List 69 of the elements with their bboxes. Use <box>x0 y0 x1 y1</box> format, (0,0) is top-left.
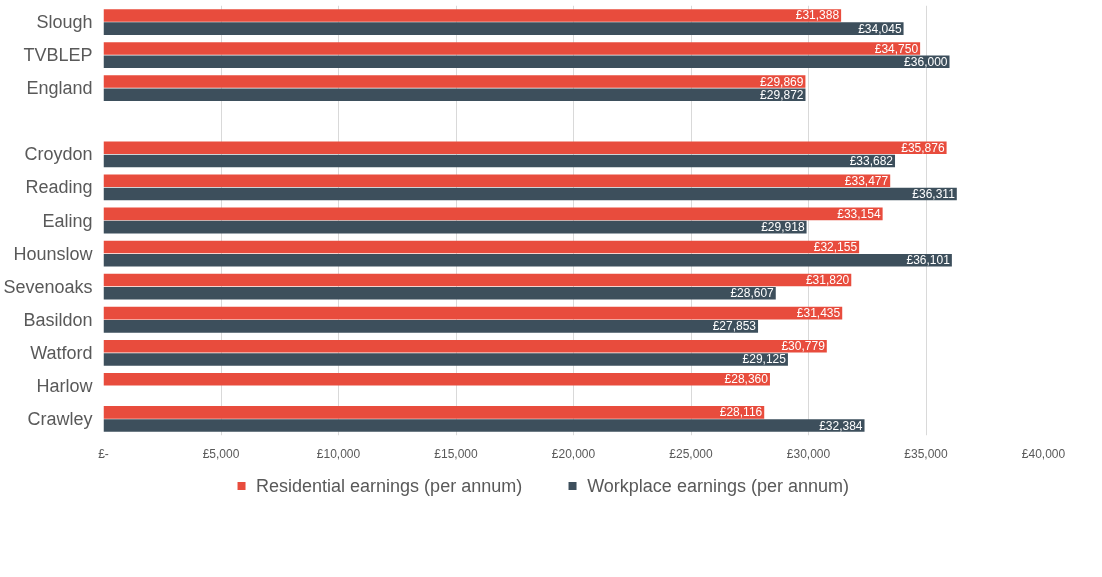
y-tick-label: Basildon <box>23 309 93 330</box>
data-label: £31,435 <box>796 306 841 321</box>
x-tick-label: £- <box>98 446 109 461</box>
legend-label: Residential earnings (per annum) <box>256 475 523 496</box>
y-tick-label: Reading <box>25 177 93 198</box>
bar <box>103 320 759 333</box>
y-tick-label: Croydon <box>24 144 93 165</box>
bar <box>103 141 947 155</box>
data-label: £29,869 <box>760 74 804 89</box>
bar <box>103 419 865 432</box>
y-tick-label: TVBLEP <box>23 45 93 66</box>
x-tick-label: £15,000 <box>434 446 479 461</box>
data-label: £35,876 <box>901 140 945 155</box>
data-label: £32,384 <box>819 418 863 433</box>
y-tick-label: Watford <box>30 342 93 363</box>
bar <box>103 42 921 55</box>
y-tick-label: Crawley <box>27 408 93 429</box>
y-tick-label: Hounslow <box>13 243 94 264</box>
y-tick-label: Ealing <box>42 210 93 231</box>
bar <box>103 9 842 22</box>
data-label: £29,872 <box>760 87 804 102</box>
data-label: £29,125 <box>742 352 787 367</box>
y-tick-label: England <box>26 78 93 99</box>
y-tick-label: Slough <box>36 12 93 33</box>
bar <box>103 154 896 168</box>
data-label: £28,360 <box>724 372 769 387</box>
x-tick-label: £35,000 <box>904 446 949 461</box>
bar <box>103 207 883 221</box>
bar <box>103 286 776 300</box>
bar <box>103 174 891 188</box>
bar <box>103 339 827 353</box>
data-label: £36,000 <box>904 54 948 69</box>
data-label: £27,853 <box>712 319 757 334</box>
data-label: £31,388 <box>795 8 840 23</box>
x-tick-label: £20,000 <box>551 446 596 461</box>
data-label: £33,154 <box>837 206 881 221</box>
data-label: £33,477 <box>844 173 889 188</box>
x-tick-label: £40,000 <box>1021 446 1066 461</box>
bar <box>103 306 843 320</box>
bar <box>103 187 957 201</box>
x-tick-label: £5,000 <box>202 446 240 461</box>
x-tick-label: £30,000 <box>786 446 831 461</box>
bar <box>103 22 904 35</box>
data-label: £32,155 <box>813 239 858 254</box>
bar <box>103 353 788 366</box>
data-label: £36,101 <box>906 253 951 268</box>
data-label: £29,918 <box>761 220 805 235</box>
bar <box>103 372 770 386</box>
bar <box>103 406 765 419</box>
bar <box>103 220 807 234</box>
data-label: £31,820 <box>805 273 850 288</box>
x-tick-label: £25,000 <box>669 446 714 461</box>
bar <box>103 88 806 102</box>
data-label: £36,311 <box>912 187 956 202</box>
y-tick-label: Harlow <box>36 375 94 396</box>
bar <box>103 75 806 88</box>
bar <box>103 55 950 69</box>
x-tick-label: £10,000 <box>316 446 361 461</box>
data-label: £28,116 <box>719 405 763 420</box>
data-label: £33,682 <box>849 153 894 168</box>
data-label: £34,045 <box>858 21 902 36</box>
data-label: £34,750 <box>874 41 919 56</box>
bar <box>103 240 860 254</box>
legend-label: Workplace earnings (per annum) <box>587 475 849 496</box>
data-label: £28,607 <box>730 286 775 301</box>
data-label: £30,779 <box>781 339 826 354</box>
bar <box>103 273 852 287</box>
y-tick-label: Sevenoaks <box>3 276 93 297</box>
bar <box>103 253 952 267</box>
